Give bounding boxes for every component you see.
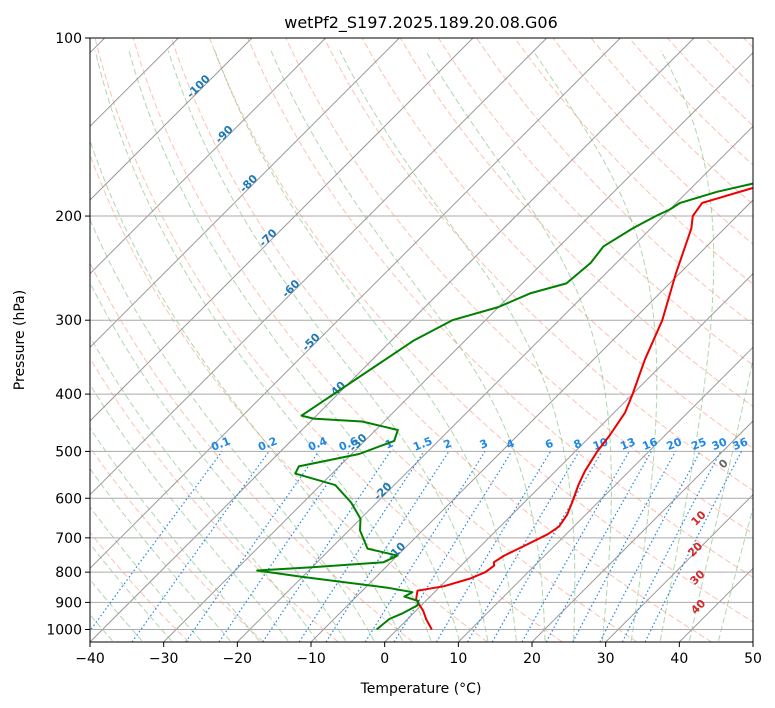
mixing-ratio-label: 20: [665, 435, 684, 453]
mixing-ratio-line: [262, 451, 391, 642]
dry-adiabat: [90, 446, 264, 642]
mixing-ratio-line: [185, 451, 320, 642]
moist-adiabat: [90, 506, 202, 642]
mixing-ratio-line: [218, 451, 351, 642]
dry-adiabat: [247, 38, 753, 578]
x-tick-label: 50: [744, 651, 762, 667]
moist-adiabat: [659, 50, 715, 641]
moist-adiabat: [270, 50, 546, 641]
x-tick-label: −30: [149, 651, 179, 667]
isotherm: [236, 125, 753, 642]
mixing-ratio-line: [90, 451, 223, 632]
moist-adiabat: [167, 50, 489, 641]
mixing-ratio-label: 13: [618, 435, 637, 453]
moist-adiabat: [532, 50, 658, 641]
profile-lines: [256, 182, 753, 631]
mixing-ratio-label: 2: [442, 437, 454, 452]
x-tick-label: −20: [223, 651, 253, 667]
x-tick-label: 0: [380, 651, 389, 667]
temperature-line: [415, 186, 753, 630]
moist-adiabat: [90, 218, 375, 642]
mixing-ratio-line: [521, 451, 630, 642]
y-tick-label: 800: [55, 565, 82, 581]
background-lines: [90, 38, 753, 642]
isotherm: [90, 38, 474, 422]
y-tick-label: 100: [55, 31, 82, 47]
x-tick-label: 20: [523, 651, 541, 667]
isotherm: [384, 272, 753, 642]
x-tick-label: 40: [670, 651, 688, 667]
moist-adiabat: [425, 50, 612, 641]
moist-adiabat: [90, 543, 172, 642]
mixing-ratio-label: 30: [710, 435, 729, 453]
dry-adiabat: [437, 38, 753, 366]
plot-frame: [89, 37, 754, 643]
dry-adiabat: [399, 38, 753, 408]
isotherm: [90, 38, 327, 275]
dry-adiabat: [90, 357, 339, 642]
dry-adiabat: [514, 38, 753, 285]
dry-adiabat: [209, 38, 753, 623]
moist-adiabat: [90, 383, 289, 642]
isotherm: [90, 38, 400, 349]
mixing-ratio-line: [572, 451, 677, 642]
x-axis-title: Temperature (°C): [360, 681, 482, 697]
moist-adiabat: [688, 356, 753, 641]
x-tick-label: 10: [449, 651, 467, 667]
y-axis-title: Pressure (hPa): [12, 290, 28, 390]
dry-adiabat: [94, 38, 563, 642]
mixing-ratio-label: 3: [478, 437, 490, 452]
mixing-ratio-label: 36: [731, 435, 750, 453]
isotherm: [163, 51, 753, 642]
moist-adiabat: [90, 335, 318, 642]
isotherm: [605, 493, 753, 642]
mixing-ratio-label: 1: [383, 437, 395, 452]
mixing-ratio-label: 25: [689, 435, 708, 453]
isotherm: [457, 346, 753, 642]
mixing-ratio-line: [131, 451, 270, 642]
mixing-ratio-line: [644, 451, 743, 642]
y-tick-label: 500: [55, 444, 82, 460]
mixing-ratio-label: 8: [572, 437, 584, 452]
y-tick-label: 900: [55, 595, 82, 611]
dry-adiabat: [90, 531, 190, 642]
mixing-ratio-line: [325, 451, 450, 642]
isotherm: [90, 38, 548, 496]
moist-adiabat: [90, 578, 143, 642]
isotherm: [90, 38, 621, 570]
x-tick-label: −40: [75, 651, 105, 667]
isotherm: [90, 38, 253, 201]
y-tick-label: 300: [55, 313, 82, 329]
x-axis-ticks: −40 −30 −20 −10 0 10 20 30 40 50: [75, 642, 762, 667]
moist-adiabat: [214, 50, 517, 641]
isotherm: [531, 420, 753, 642]
chart-title: wetPf2_S197.2025.189.20.08.G06: [284, 13, 558, 33]
y-tick-label: 700: [55, 531, 82, 547]
mixing-ratio-line: [621, 451, 722, 642]
x-tick-label: 30: [597, 651, 615, 667]
y-tick-label: 600: [55, 491, 82, 507]
mixing-ratio-label: 16: [640, 435, 659, 453]
mixing-ratio-line: [545, 451, 652, 642]
y-tick-label: 1000: [46, 622, 82, 638]
y-axis-ticks: 100 200 300 400 500 600 700 800 900 1000: [46, 31, 90, 638]
isotherm: [310, 199, 753, 642]
isotherm: [90, 38, 695, 642]
y-tick-label: 400: [55, 387, 82, 403]
dewpoint-line: [256, 182, 753, 631]
moist-adiabat: [90, 281, 347, 642]
x-tick-label: −10: [296, 651, 326, 667]
mixing-ratio-line: [393, 451, 513, 642]
moist-adiabat: [90, 139, 403, 641]
y-tick-label: 200: [55, 209, 82, 225]
dry-adiabat: [90, 153, 488, 642]
